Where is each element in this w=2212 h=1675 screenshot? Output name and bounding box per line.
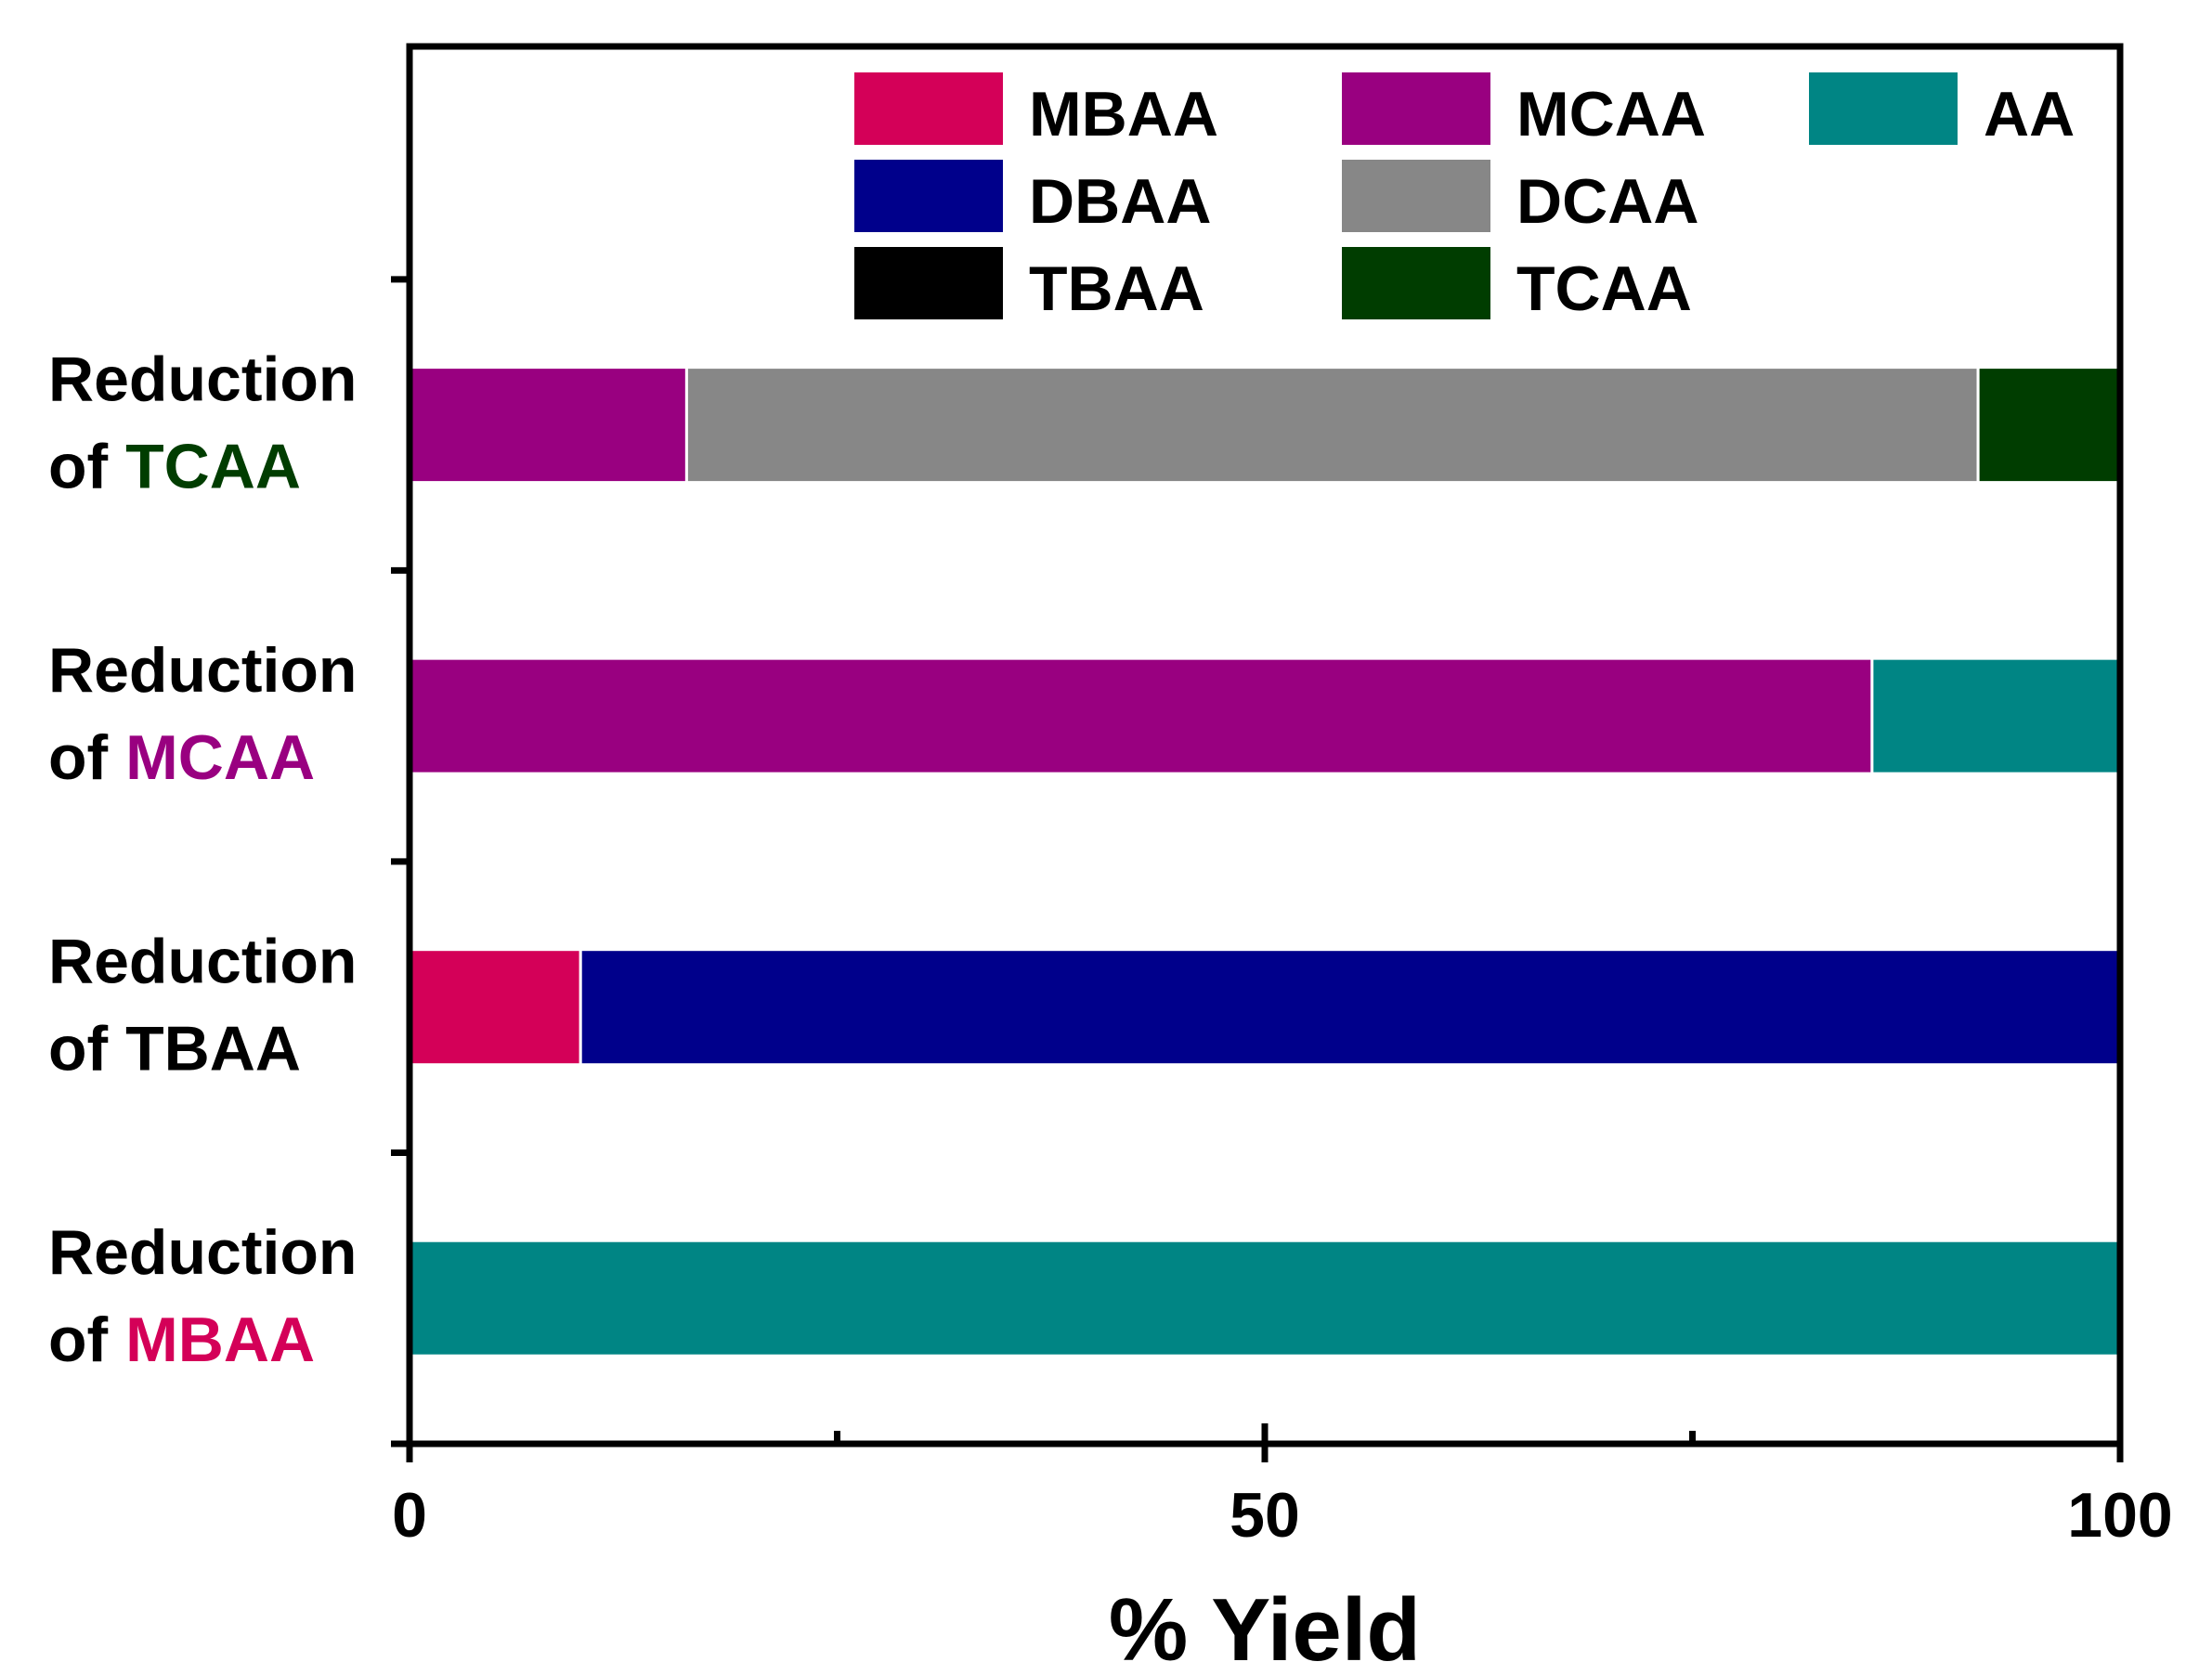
- x-axis-title: % Yield: [1109, 1580, 1421, 1675]
- legend-label-dbaa: DBAA: [1029, 166, 1211, 237]
- bar-tcaa-mcaa: [408, 366, 688, 485]
- legend-swatch-tbaa: [854, 247, 1003, 319]
- legend-label-dcaa: DCAA: [1516, 166, 1698, 237]
- x-tick-label: 50: [1230, 1480, 1300, 1551]
- legend-label-mbaa: MBAA: [1029, 79, 1218, 149]
- legend-swatch-mbaa: [854, 72, 1003, 145]
- category-label-line1: Reduction: [48, 1217, 357, 1288]
- legend: MBAA MCAA AA DBAA DCAA TBAA TCAA: [854, 72, 2075, 324]
- category-label-of: of: [48, 722, 125, 793]
- bar-tcaa-tcaa: [1976, 366, 2122, 485]
- tick-labels-layer: 0 50 100: [392, 1480, 2173, 1551]
- category-label-line2: of MBAA: [48, 1305, 315, 1375]
- category-label-species: TBAA: [125, 1014, 301, 1084]
- category-label-species: MCAA: [125, 722, 315, 793]
- category-label-of: of: [48, 432, 125, 502]
- legend-label-tbaa: TBAA: [1029, 253, 1204, 324]
- legend-swatch-mcaa: [1342, 72, 1490, 145]
- x-tick-label: 100: [2067, 1480, 2172, 1551]
- category-label-line1: Reduction: [48, 344, 357, 415]
- legend-swatch-aa: [1809, 72, 1958, 145]
- bar-mcaa-aa: [1870, 656, 2122, 775]
- category-label-of: of: [48, 1305, 125, 1375]
- legend-label-tcaa: TCAA: [1516, 253, 1692, 324]
- bar-mcaa-mcaa: [408, 656, 1874, 775]
- bar-tbaa-mbaa: [408, 948, 582, 1067]
- category-labels-layer: Reduction of TCAA Reduction of MCAA Reductio…: [48, 344, 357, 1376]
- category-label-species: TCAA: [125, 432, 301, 502]
- category-label-of: of: [48, 1014, 125, 1084]
- bar-tbaa-dbaa: [579, 948, 2122, 1067]
- category-label-species: MBAA: [125, 1305, 315, 1375]
- bars-layer: [408, 366, 2122, 1357]
- legend-label-mcaa: MCAA: [1516, 79, 1706, 149]
- category-label-line1: Reduction: [48, 635, 357, 706]
- legend-swatch-dbaa: [854, 160, 1003, 232]
- bar-tcaa-dcaa: [684, 366, 1980, 485]
- legend-label-aa: AA: [1984, 79, 2075, 149]
- bar-mbaa-aa: [408, 1239, 2122, 1357]
- category-label-line1: Reduction: [48, 927, 357, 997]
- x-tick-label: 0: [392, 1480, 427, 1551]
- category-label-line2: of TBAA: [48, 1014, 301, 1084]
- category-label-line2: of MCAA: [48, 722, 315, 793]
- legend-swatch-tcaa: [1342, 247, 1490, 319]
- category-label-line2: of TCAA: [48, 432, 301, 502]
- plot-frame: [406, 43, 2124, 1448]
- legend-swatch-dcaa: [1342, 160, 1490, 232]
